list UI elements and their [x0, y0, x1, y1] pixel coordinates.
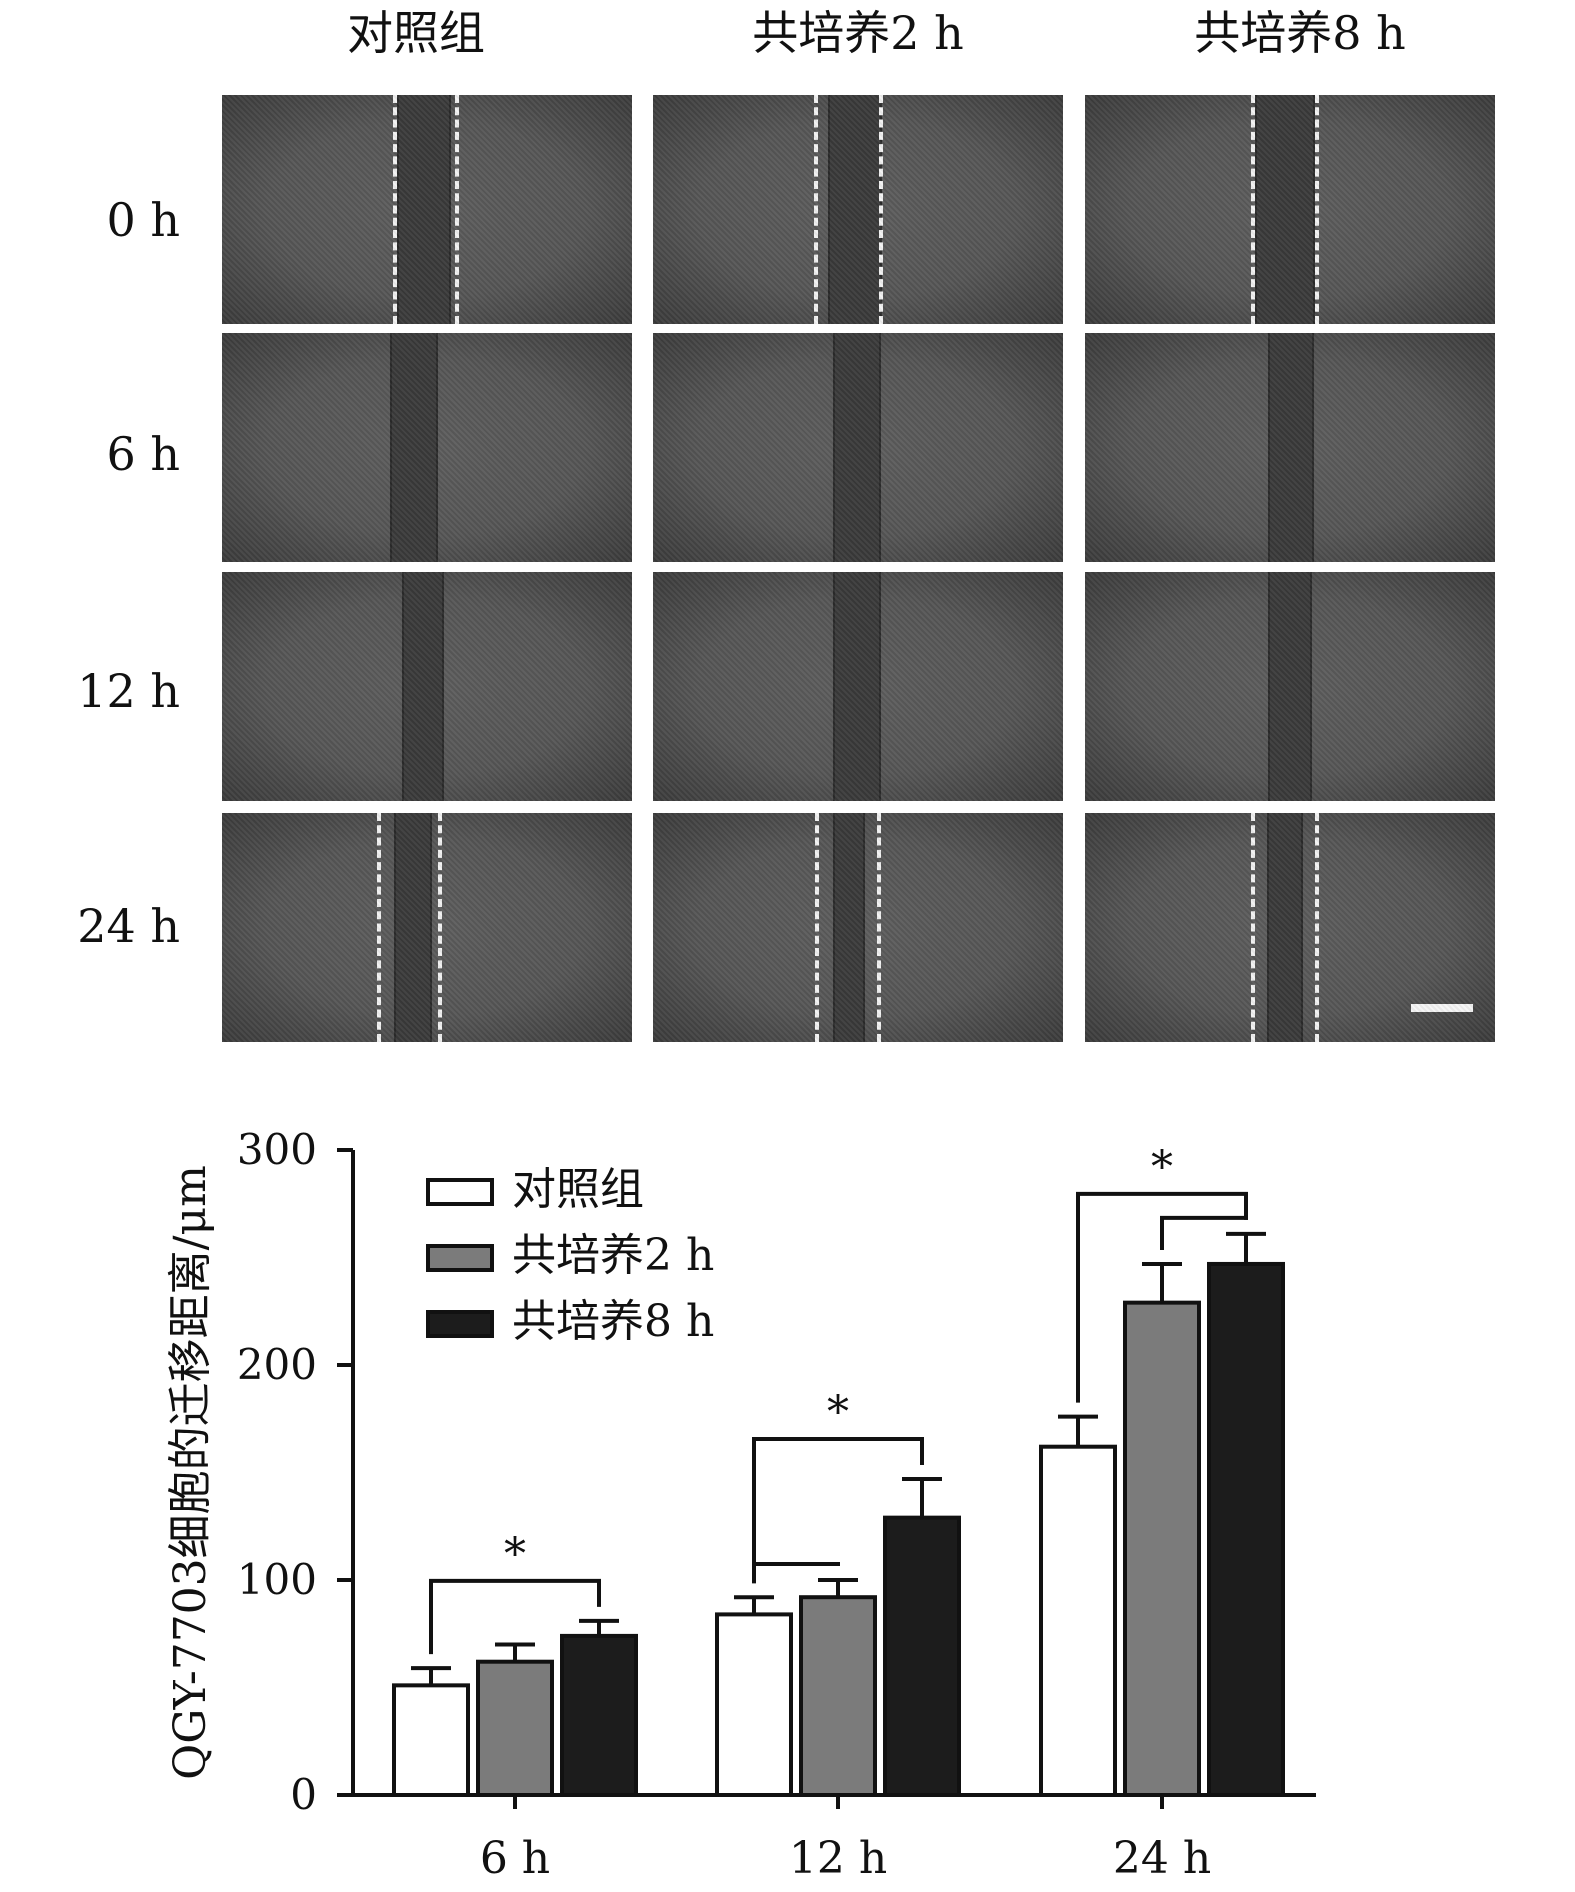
micrograph-control-6h [222, 333, 632, 562]
significance-label-3: * [1151, 1142, 1173, 1193]
significance-bracket-0 [429, 1578, 601, 1655]
row-label-6h: 6 h [106, 427, 180, 481]
micrograph-coculture8h-12h [1085, 572, 1495, 801]
y-tick-label-3: 300 [237, 1125, 317, 1174]
bar-1-1 [799, 1595, 877, 1798]
micrograph-control-24h [222, 813, 632, 1042]
bar-0-2 [1039, 1444, 1117, 1797]
legend-label-2: 共培养8 h [512, 1296, 714, 1347]
y-tick-label-2: 200 [237, 1340, 317, 1389]
x-tick-label-0: 6 h [480, 1833, 550, 1884]
legend-swatch-0 [426, 1178, 494, 1206]
significance-label-0: * [504, 1529, 526, 1580]
x-tick-label-1: 12 h [789, 1833, 887, 1884]
row-label-24h: 24 h [77, 899, 180, 953]
micrograph-coculture2h-6h [653, 333, 1063, 562]
significance-label-2: * [827, 1387, 849, 1438]
col-label-coculture-8h: 共培养8 h [1194, 6, 1406, 60]
col-label-control: 对照组 [347, 6, 485, 60]
legend-label-0: 对照组 [512, 1164, 644, 1215]
micrograph-control-12h [222, 572, 632, 801]
y-axis-label: QGY-7703细胞的迁移距离/μm [165, 1165, 216, 1780]
legend-label-1: 共培养2 h [512, 1230, 714, 1281]
x-tick-label-2: 24 h [1113, 1833, 1211, 1884]
bar-0-0 [392, 1683, 470, 1797]
bar-2-2 [1207, 1261, 1285, 1797]
legend-swatch-2 [426, 1310, 494, 1338]
col-label-coculture-2h: 共培养2 h [752, 6, 964, 60]
micrograph-coculture2h-12h [653, 572, 1063, 801]
micrograph-coculture2h-0h [653, 95, 1063, 324]
significance-bracket-2 [752, 1436, 924, 1584]
bar-2-0 [560, 1633, 638, 1798]
row-label-0h: 0 h [106, 193, 180, 247]
row-label-12h: 12 h [77, 664, 180, 718]
y-tick-label-1: 100 [237, 1555, 317, 1604]
bar-0-1 [715, 1612, 793, 1798]
micrograph-coculture8h-6h [1085, 333, 1495, 562]
bar-1-2 [1123, 1300, 1201, 1797]
bar-1-0 [476, 1659, 554, 1798]
micrograph-control-0h [222, 95, 632, 324]
significance-bracket-3 [1076, 1191, 1248, 1403]
y-tick-label-0: 0 [290, 1770, 317, 1819]
legend-swatch-1 [426, 1244, 494, 1272]
bar-chart: 0 100 200 300 QGY-7703细胞的迁移距离/μm 6 h 12 h 24 h *… [165, 1125, 1316, 1884]
bar-2-1 [883, 1515, 961, 1797]
micrograph-coculture2h-24h [653, 813, 1063, 1042]
micrograph-coculture8h-24h [1085, 813, 1495, 1042]
scale-bar [1411, 1004, 1473, 1012]
significance-bracket-4 [1160, 1215, 1248, 1250]
micrograph-coculture8h-0h [1085, 95, 1495, 324]
